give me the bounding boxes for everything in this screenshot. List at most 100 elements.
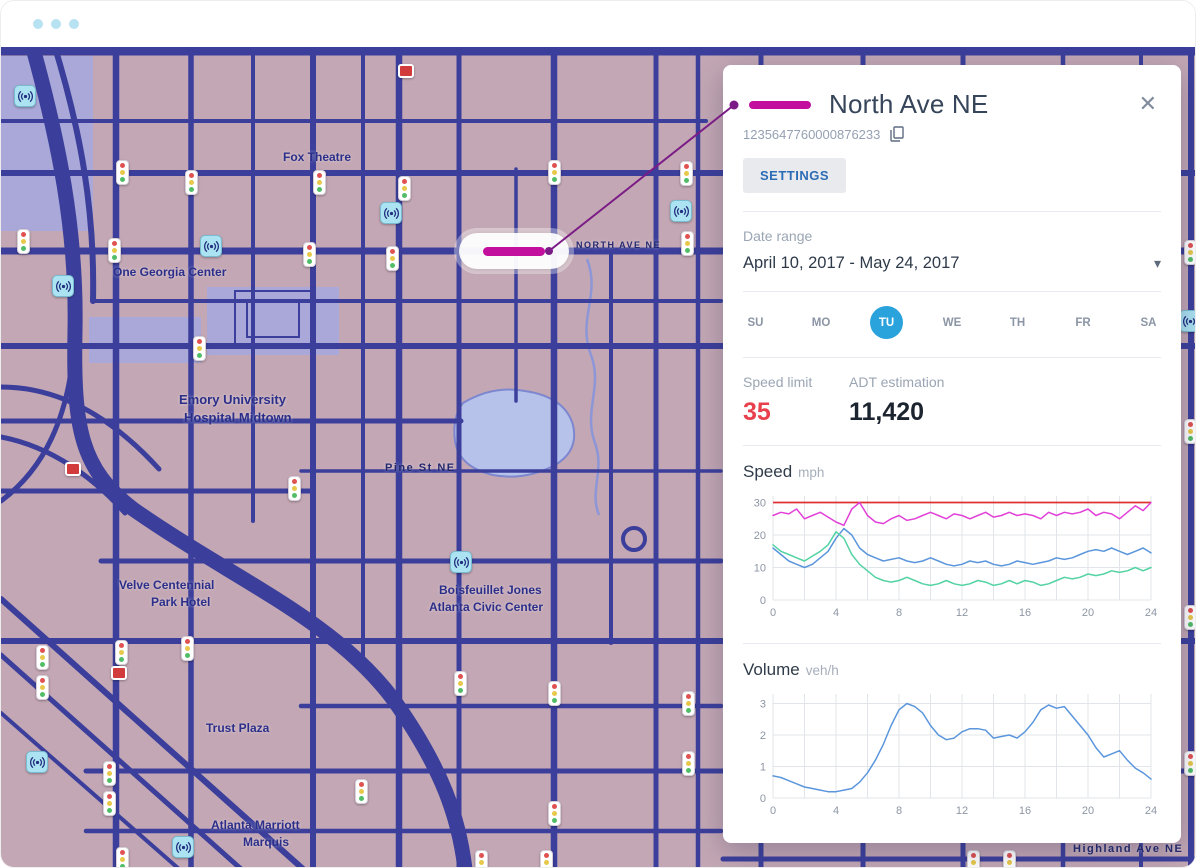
- traffic-light-icon[interactable]: [114, 639, 128, 665]
- panel-title-row: North Ave NE: [723, 89, 1181, 120]
- traffic-light-icon[interactable]: [547, 159, 561, 185]
- details-panel: ✕ North Ave NE 1235647760000876233 SETTI…: [723, 65, 1181, 843]
- svg-text:20: 20: [1082, 607, 1094, 619]
- date-range-label: Date range: [743, 228, 813, 244]
- traffic-light-icon[interactable]: [184, 169, 198, 195]
- traffic-light-icon[interactable]: [115, 159, 129, 185]
- traffic-light-icon[interactable]: [1002, 849, 1016, 867]
- settings-button[interactable]: SETTINGS: [743, 158, 847, 193]
- svg-text:20: 20: [754, 530, 766, 542]
- traffic-light-icon[interactable]: [1183, 418, 1195, 444]
- traffic-light-icon[interactable]: [385, 245, 399, 271]
- svg-text:1: 1: [760, 761, 766, 773]
- day-th[interactable]: TH: [1009, 316, 1026, 329]
- divider: [743, 357, 1161, 358]
- adt-value: 11,420: [849, 398, 925, 426]
- date-range-select[interactable]: April 10, 2017 - May 24, 2017 ▾: [743, 254, 1161, 273]
- svg-text:3: 3: [760, 698, 766, 710]
- traffic-light-icon[interactable]: [966, 849, 980, 867]
- sensor-icon[interactable]: [52, 275, 74, 297]
- window-control-dot[interactable]: [51, 19, 61, 29]
- day-mo[interactable]: MO: [811, 316, 831, 329]
- sensor-icon[interactable]: [26, 751, 48, 773]
- traffic-light-icon[interactable]: [16, 228, 30, 254]
- traffic-light-icon[interactable]: [287, 475, 301, 501]
- divider: [743, 211, 1161, 212]
- svg-text:24: 24: [1145, 607, 1157, 619]
- traffic-light-icon[interactable]: [180, 635, 194, 661]
- traffic-light-icon[interactable]: [312, 169, 326, 195]
- sensor-icon[interactable]: [450, 551, 472, 573]
- creek: [585, 258, 601, 516]
- traffic-light-icon[interactable]: [679, 160, 693, 186]
- divider: [743, 445, 1161, 446]
- day-tu[interactable]: TU: [870, 306, 903, 339]
- traffic-light-icon[interactable]: [1183, 604, 1195, 630]
- day-fr[interactable]: FR: [1075, 316, 1091, 329]
- sensor-icon[interactable]: [1179, 310, 1195, 332]
- traffic-light-icon[interactable]: [681, 750, 695, 776]
- sensor-icon[interactable]: [200, 235, 222, 257]
- svg-text:0: 0: [760, 793, 766, 805]
- speed-chart-title: Speed mph: [743, 462, 825, 481]
- speed-limit-value: 35: [743, 398, 771, 426]
- traffic-light-icon[interactable]: [680, 230, 694, 256]
- sensor-icon[interactable]: [14, 85, 36, 107]
- traffic-light-icon[interactable]: [115, 846, 129, 867]
- sensor-icon[interactable]: [670, 200, 692, 222]
- traffic-light-icon[interactable]: [192, 335, 206, 361]
- traffic-light-icon[interactable]: [547, 800, 561, 826]
- day-selector: SU MO TU WE TH FR SA: [723, 306, 1181, 339]
- traffic-light-icon[interactable]: [453, 670, 467, 696]
- svg-text:4: 4: [833, 607, 839, 619]
- traffic-light-icon[interactable]: [1183, 750, 1195, 776]
- route-shield-icon: [111, 666, 127, 680]
- svg-text:0: 0: [770, 805, 776, 817]
- svg-text:0: 0: [760, 595, 766, 607]
- window-titlebar: [1, 1, 1195, 47]
- traffic-light-icon[interactable]: [539, 849, 553, 867]
- traffic-light-icon[interactable]: [302, 241, 316, 267]
- traffic-light-icon[interactable]: [107, 237, 121, 263]
- sensor-icon[interactable]: [172, 836, 194, 858]
- svg-text:12: 12: [956, 607, 968, 619]
- close-icon[interactable]: ✕: [1135, 89, 1161, 119]
- speed-chart[interactable]: 0 10 20 30 0 4 8 12 16 20 24: [743, 490, 1161, 625]
- svg-text:0: 0: [770, 607, 776, 619]
- traffic-light-icon[interactable]: [397, 175, 411, 201]
- svg-text:10: 10: [754, 563, 766, 575]
- traffic-light-icon[interactable]: [102, 760, 116, 786]
- selected-segment[interactable]: [483, 246, 545, 256]
- divider: [743, 291, 1161, 292]
- window-control-dot[interactable]: [33, 19, 43, 29]
- svg-text:8: 8: [896, 805, 902, 817]
- adt-label: ADT estimation: [849, 374, 945, 390]
- day-we[interactable]: WE: [942, 316, 962, 329]
- day-sa[interactable]: SA: [1140, 316, 1157, 329]
- traffic-light-icon[interactable]: [102, 790, 116, 816]
- copy-icon[interactable]: [890, 126, 905, 142]
- traffic-light-icon[interactable]: [547, 680, 561, 706]
- traffic-light-icon[interactable]: [474, 849, 488, 867]
- svg-text:30: 30: [754, 498, 766, 510]
- stats-row: Speed limit 35 ADT estimation 11,420: [723, 374, 1181, 427]
- route-shield-icon: [398, 64, 414, 78]
- volume-chart[interactable]: 0 1 2 3 0 4 8 12 16 20 24: [743, 688, 1161, 823]
- traffic-light-icon[interactable]: [35, 674, 49, 700]
- selected-segment-highlight[interactable]: [459, 233, 569, 269]
- divider: [743, 643, 1161, 644]
- sensor-icon[interactable]: [380, 202, 402, 224]
- traffic-light-icon[interactable]: [354, 778, 368, 804]
- volume-chart-title: Volume veh/h: [743, 660, 839, 679]
- svg-text:24: 24: [1145, 805, 1157, 817]
- svg-text:16: 16: [1019, 805, 1031, 817]
- svg-text:2: 2: [760, 730, 766, 742]
- traffic-light-icon[interactable]: [681, 690, 695, 716]
- window-control-dot[interactable]: [69, 19, 79, 29]
- traffic-light-icon[interactable]: [1183, 239, 1195, 265]
- day-su[interactable]: SU: [747, 316, 764, 329]
- traffic-light-icon[interactable]: [35, 644, 49, 670]
- svg-text:12: 12: [956, 805, 968, 817]
- speed-limit-label: Speed limit: [743, 374, 813, 390]
